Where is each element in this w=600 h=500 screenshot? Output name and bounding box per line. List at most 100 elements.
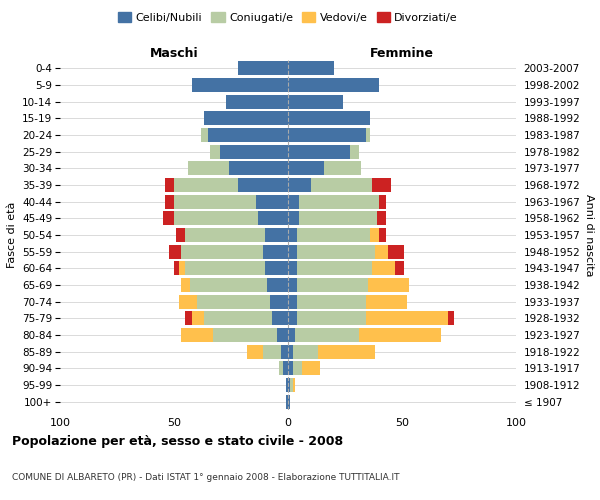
Bar [395,261,404,276]
Bar [238,178,288,192]
Bar [213,328,277,342]
Bar [297,311,365,326]
Bar [165,178,174,192]
Bar [181,244,263,259]
Bar [374,244,388,259]
Bar [265,261,288,276]
Bar [295,328,359,342]
Bar [203,311,272,326]
Bar [179,294,197,308]
Bar [179,261,185,276]
Bar [359,328,441,342]
Legend: Celibi/Nubili, Coniugati/e, Vedovi/e, Divorziati/e: Celibi/Nubili, Coniugati/e, Vedovi/e, Di… [113,8,463,28]
Bar [286,378,288,392]
Bar [283,361,288,376]
Text: Femmine: Femmine [370,47,434,60]
Bar [317,344,374,359]
Bar [270,294,288,308]
Text: COMUNE DI ALBARETO (PR) - Dati ISTAT 1° gennaio 2008 - Elaborazione TUTTITALIA.I: COMUNE DI ALBARETO (PR) - Dati ISTAT 1° … [12,473,400,482]
Bar [288,194,299,209]
Bar [259,211,288,226]
Bar [188,162,229,175]
Text: Maschi: Maschi [149,47,199,60]
Bar [368,278,409,292]
Bar [297,261,373,276]
Bar [208,128,288,142]
Bar [226,94,288,109]
Bar [174,211,259,226]
Bar [169,244,181,259]
Bar [365,128,370,142]
Bar [192,78,288,92]
Bar [297,244,374,259]
Bar [299,194,379,209]
Bar [288,62,334,76]
Bar [299,211,377,226]
Bar [288,394,290,409]
Bar [293,361,302,376]
Bar [288,361,293,376]
Bar [290,378,293,392]
Bar [202,128,208,142]
Y-axis label: Anni di nascita: Anni di nascita [584,194,594,276]
Bar [377,211,386,226]
Bar [288,211,299,226]
Bar [277,328,288,342]
Bar [265,228,288,242]
Bar [288,128,365,142]
Bar [190,278,268,292]
Bar [288,278,297,292]
Bar [229,162,288,175]
Bar [288,162,325,175]
Bar [288,144,350,159]
Bar [350,144,359,159]
Bar [211,144,220,159]
Bar [448,311,454,326]
Bar [268,278,288,292]
Bar [365,311,448,326]
Bar [185,311,192,326]
Bar [176,228,185,242]
Bar [220,144,288,159]
Bar [263,344,281,359]
Bar [181,328,213,342]
Bar [288,311,297,326]
Bar [288,328,295,342]
Bar [192,311,203,326]
Bar [293,378,295,392]
Bar [238,62,288,76]
Bar [288,228,297,242]
Bar [288,78,379,92]
Bar [297,294,365,308]
Text: Popolazione per età, sesso e stato civile - 2008: Popolazione per età, sesso e stato civil… [12,435,343,448]
Bar [263,244,288,259]
Bar [288,178,311,192]
Bar [365,294,407,308]
Bar [256,194,288,209]
Bar [373,178,391,192]
Bar [379,194,386,209]
Bar [325,162,361,175]
Bar [311,178,373,192]
Bar [165,194,174,209]
Bar [288,261,297,276]
Bar [288,378,290,392]
Bar [302,361,320,376]
Bar [185,261,265,276]
Bar [279,361,283,376]
Bar [174,178,238,192]
Bar [174,261,179,276]
Bar [174,194,256,209]
Bar [181,278,190,292]
Bar [203,112,288,126]
Bar [288,244,297,259]
Bar [272,311,288,326]
Y-axis label: Fasce di età: Fasce di età [7,202,17,268]
Bar [373,261,395,276]
Bar [388,244,404,259]
Bar [288,294,297,308]
Bar [297,228,370,242]
Bar [288,344,293,359]
Bar [370,228,379,242]
Bar [288,112,370,126]
